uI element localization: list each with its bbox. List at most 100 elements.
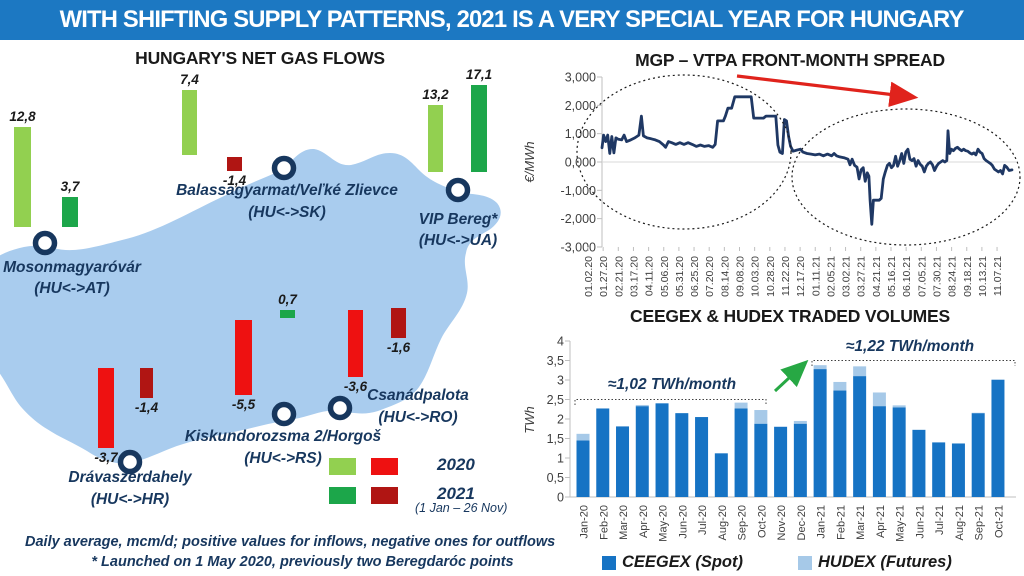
- volumes-xtick-10: Nov-20: [776, 505, 788, 540]
- spread-xtick-15: 01.11.21: [810, 256, 822, 296]
- hungary-shape: [0, 148, 501, 464]
- spread-ytick-1: 2,000: [565, 99, 596, 113]
- spread-xtick-21: 06.10.21: [901, 256, 913, 297]
- slide-title: WITH SHIFTING SUPPLY PATTERNS, 2021 IS A…: [60, 6, 965, 33]
- spread-xtick-12: 10.28.20: [765, 256, 777, 297]
- map-footnote-units: Daily average, mcm/d; positive values fo…: [25, 534, 556, 550]
- volumes-xtick-18: Jul-21: [934, 505, 946, 535]
- hudex-bar-Apr-21: [872, 392, 886, 407]
- volumes-xtick-20: Sep-21: [974, 505, 986, 540]
- point-name-1: Balassagyarmat/Veľké Zlievce: [176, 182, 398, 199]
- hudex-bar-Oct-20: [754, 410, 768, 424]
- spread-xtick-26: 10.13.21: [977, 256, 989, 297]
- volumes-ytick-4: 2: [557, 413, 564, 427]
- point-route-5: (HU<->HR): [91, 491, 169, 508]
- ceegex-bar-Feb-21: [833, 390, 847, 497]
- ceegex-bar-Jan-20: [576, 440, 590, 497]
- spread-xtick-2: 02.21.20: [613, 256, 625, 297]
- ceegex-bar-Apr-21: [872, 406, 886, 497]
- spread-ytick-4: -1,000: [561, 184, 596, 198]
- ceegex-bar-Mar-21: [853, 376, 867, 497]
- spot-swatch: [602, 555, 616, 570]
- ceegex-bar-Jul-21: [932, 442, 946, 497]
- flow-value-2020-5: -3,7: [94, 450, 119, 465]
- flow-value-2021-0: 3,7: [61, 179, 81, 194]
- flow-value-2021-3: -1,6: [387, 340, 411, 355]
- title-banner: WITH SHIFTING SUPPLY PATTERNS, 2021 IS A…: [0, 0, 1024, 40]
- hudex-bar-May-21: [892, 405, 906, 408]
- ceegex-bar-Aug-21: [951, 443, 965, 497]
- ceegex-bar-Jan-21: [813, 369, 827, 497]
- volumes-ytick-3: 1,5: [547, 432, 564, 446]
- volumes-xtick-9: Oct-20: [756, 505, 768, 538]
- declining-spread-arrow: [736, 74, 919, 108]
- border-point-marker-1: [271, 155, 297, 181]
- volumes-xtick-3: Apr-20: [638, 505, 650, 538]
- volumes-ytick-2: 1: [557, 452, 564, 466]
- ceegex-bar-Sep-20: [734, 408, 748, 497]
- legend-swatch-2021-inflow: [329, 487, 356, 504]
- annotation-ellipse-2021: [791, 108, 1021, 246]
- volumes-ytick-8: 4: [557, 335, 564, 349]
- point-route-0: (HU<->AT): [34, 280, 110, 297]
- ceegex-bar-May-20: [655, 403, 669, 497]
- point-route-4: (HU<->RS): [244, 450, 322, 467]
- spread-ytick-6: -3,000: [561, 240, 596, 254]
- volumes-xtick-14: Mar-21: [855, 505, 867, 540]
- legend-swatch-2020-outflow: [371, 458, 398, 475]
- annotation-ellipse-2020: [576, 74, 792, 230]
- map-chart-title: HUNGARY'S NET GAS FLOWS: [135, 48, 385, 68]
- ceegex-bar-Oct-20: [754, 423, 768, 497]
- hudex-bar-Oct-21: [991, 379, 1005, 380]
- spread-xtick-13: 11.22.20: [780, 256, 792, 296]
- flow-bar-2021-1: [227, 157, 242, 171]
- ceegex-bar-Jul-20: [695, 417, 709, 497]
- hudex-bar-Dec-20: [793, 420, 807, 424]
- volumes-ylabel: TWh: [522, 406, 537, 433]
- ceegex-bar-Jun-21: [912, 429, 926, 497]
- point-name-0: Mosonmagyaróvár: [3, 259, 142, 276]
- spread-chart: 3,000 2,000 1,000 0,000 -1,000 -2,000 -3,000 €/…: [522, 71, 1021, 297]
- ceegex-bar-Aug-20: [714, 453, 728, 497]
- flow-value-2020-4: -5,5: [232, 397, 256, 412]
- flow-bar-2021-3: [391, 308, 406, 338]
- flow-bar-2020-1: [182, 90, 197, 155]
- flow-bar-2021-4: [280, 310, 295, 318]
- hudex-bar-Sep-20: [734, 402, 748, 409]
- spread-xtick-8: 07.20.20: [704, 256, 716, 297]
- ceegex-bar-Feb-20: [596, 408, 610, 497]
- flow-bar-2020-0: [14, 127, 31, 227]
- legend-label-2021: 2021: [437, 484, 475, 503]
- spread-xtick-17: 03.02.21: [841, 256, 853, 297]
- spread-xtick-14: 12.17.20: [795, 256, 807, 297]
- point-route-3: (HU<->RO): [378, 409, 457, 426]
- spread-xtick-5: 05.06.20: [659, 256, 671, 297]
- flow-bar-2020-3: [348, 310, 363, 377]
- flow-value-2020-0: 12,8: [9, 109, 36, 124]
- flow-value-2021-4: 0,7: [278, 292, 298, 307]
- flow-bar-2021-2: [471, 85, 487, 172]
- volumes-xtick-5: Jun-20: [677, 505, 689, 539]
- point-name-3: Csanádpalota: [367, 387, 469, 404]
- volumes-xtick-7: Aug-20: [717, 505, 729, 540]
- avg-volume-2020-label: ≈1,02 TWh/month: [608, 376, 736, 393]
- flow-bar-2020-5: [98, 368, 114, 448]
- spread-xtick-1: 01.27.20: [598, 256, 610, 297]
- volumes-xtick-17: Jun-21: [914, 505, 926, 539]
- volumes-xtick-16: May-21: [895, 505, 907, 542]
- spread-xtick-3: 03.17.20: [628, 256, 640, 297]
- hudex-bar-Jan-21: [813, 365, 827, 370]
- point-name-2: VIP Bereg*: [419, 211, 499, 228]
- hudex-bar-Mar-21: [853, 366, 867, 377]
- legend-period-note: (1 Jan – 26 Nov): [415, 501, 508, 515]
- spread-xtick-24: 08.24.21: [947, 256, 959, 297]
- volumes-xtick-1: Feb-20: [598, 505, 610, 540]
- spread-xtick-22: 07.05.21: [916, 256, 928, 297]
- volumes-chart-title: CEEGEX & HUDEX TRADED VOLUMES: [630, 306, 950, 326]
- bracket-2021: [811, 360, 1016, 366]
- ceegex-bar-Mar-20: [616, 426, 630, 497]
- ceegex-bar-May-21: [892, 407, 906, 497]
- point-route-2: (HU<->UA): [419, 232, 497, 249]
- legend-swatch-2020-inflow: [329, 458, 356, 475]
- volumes-xtick-21: Oct-21: [993, 505, 1005, 538]
